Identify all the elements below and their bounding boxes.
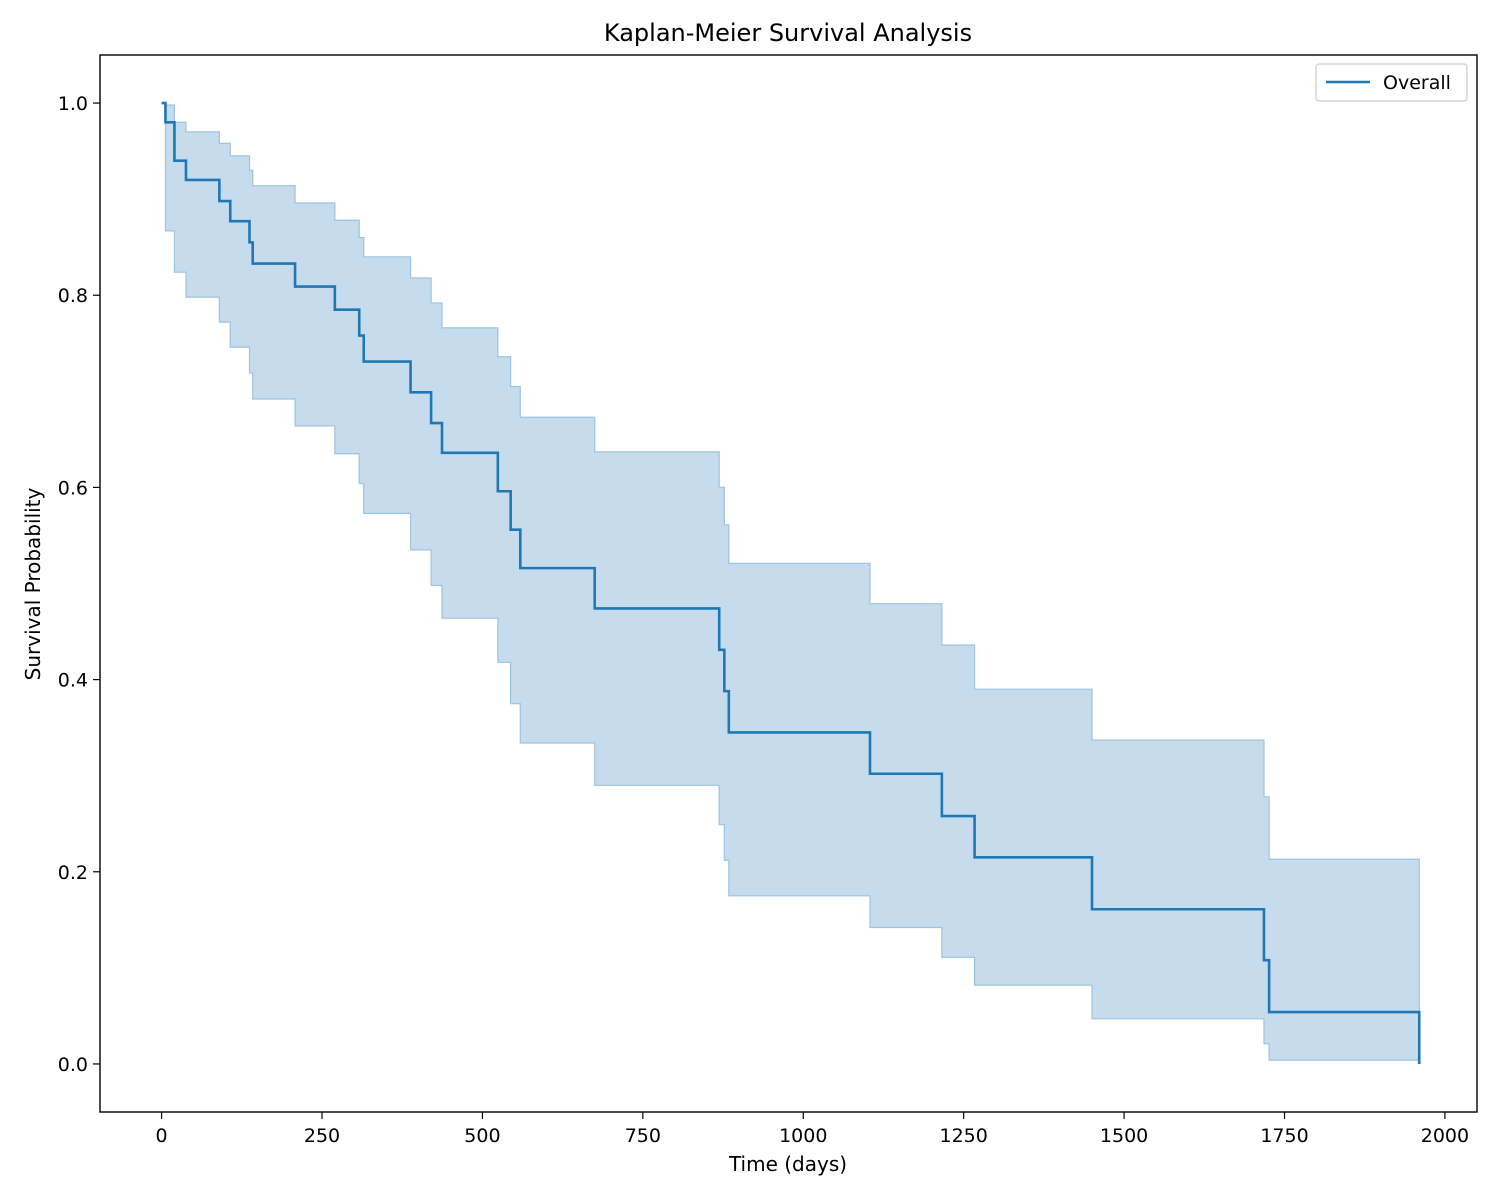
x-tick-label: 500: [464, 1125, 500, 1147]
x-tick-label: 250: [304, 1125, 340, 1147]
x-tick-label: 1250: [939, 1125, 987, 1147]
plot-area: [161, 101, 1421, 1064]
y-tick-label: 0.4: [58, 670, 88, 692]
x-axis-ticks: 0 250 500 750 1000 1250 1500 1750 2000: [156, 1112, 1469, 1147]
x-tick-label: 1500: [1100, 1125, 1148, 1147]
survival-curve-overall: [161, 101, 1421, 1064]
y-tick-label: 0.2: [58, 862, 88, 884]
y-axis-ticks: 0.0 0.2 0.4 0.6 0.8 1.0: [58, 93, 100, 1076]
x-tick-label: 1750: [1260, 1125, 1308, 1147]
y-tick-label: 0.0: [58, 1054, 88, 1076]
confidence-band: [161, 102, 1420, 1061]
survival-curve-layer: [161, 101, 1421, 1064]
axes-frame: [99, 54, 1478, 1113]
y-tick-label: 1.0: [58, 93, 88, 115]
y-tick-label: 0.6: [58, 477, 88, 499]
x-axis-label: Time (days): [728, 1152, 847, 1176]
legend-box: [1315, 63, 1468, 102]
y-tick-label: 0.8: [58, 285, 88, 307]
legend: Overall: [1315, 63, 1468, 102]
legend-label-overall: Overall: [1383, 72, 1451, 94]
chart-title: Kaplan-Meier Survival Analysis: [604, 19, 972, 47]
confidence-band-area: [161, 102, 1420, 1061]
x-tick-label: 750: [625, 1125, 661, 1147]
x-tick-label: 0: [156, 1125, 168, 1147]
y-axis-label: Survival Probability: [21, 487, 45, 680]
x-tick-label: 1000: [779, 1125, 827, 1147]
x-tick-label: 2000: [1421, 1125, 1469, 1147]
